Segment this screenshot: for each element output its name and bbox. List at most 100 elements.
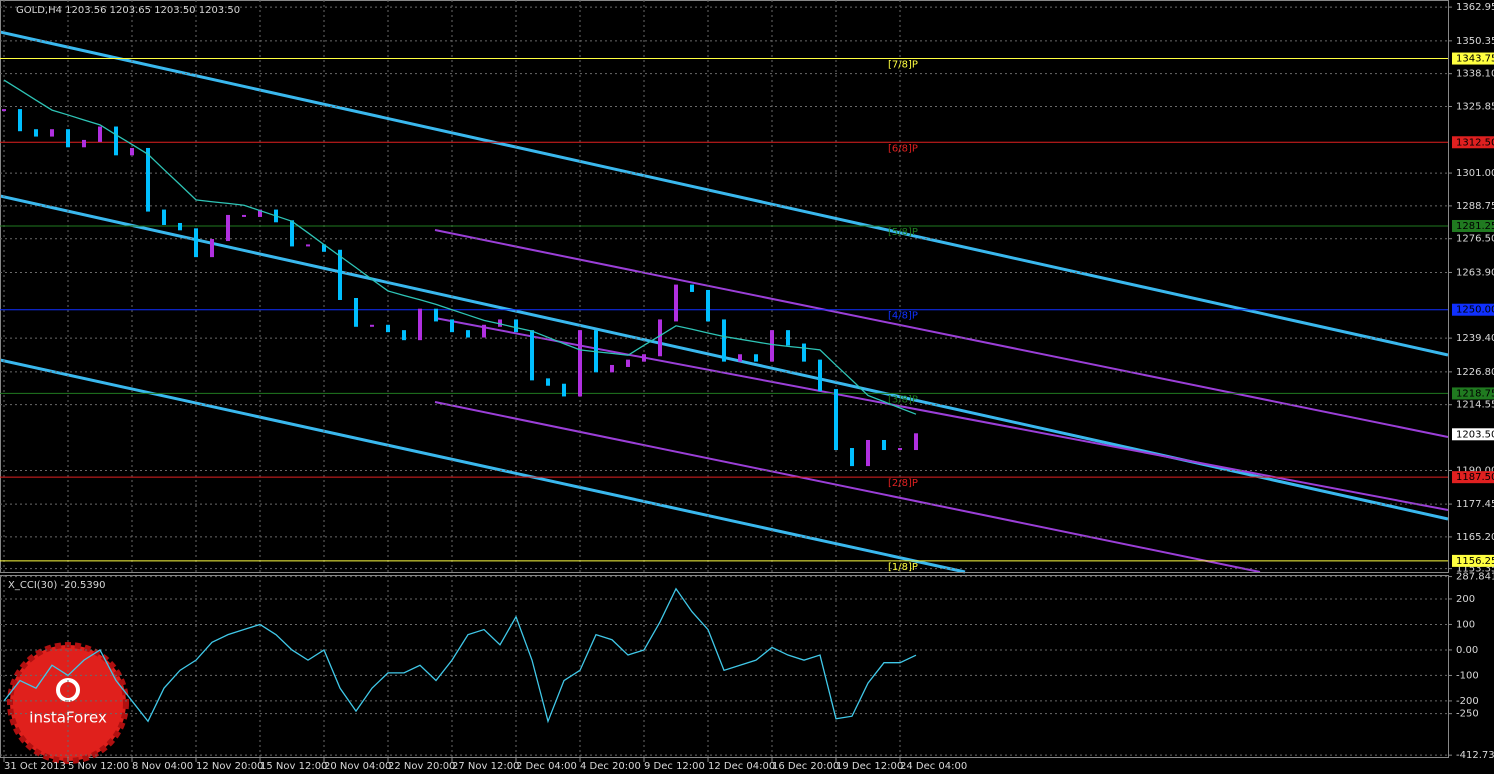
price-bar — [690, 284, 694, 292]
level-price: 1312.50 — [1456, 137, 1494, 148]
channel-line — [0, 358, 966, 574]
x-tick-label: 9 Dec 12:00 — [644, 761, 705, 772]
price-bar — [578, 330, 582, 397]
x-tick-label: 12 Dec 04:00 — [708, 761, 775, 772]
y-tick-label: -412.7374 — [1456, 750, 1494, 761]
level-price: 1281.25 — [1456, 221, 1494, 232]
x-tick-label: 8 Nov 04:00 — [132, 761, 193, 772]
price-bar — [114, 126, 118, 156]
price-bar — [434, 308, 438, 322]
price-bar — [482, 324, 486, 338]
price-bar — [162, 209, 166, 225]
series-line — [3, 587, 917, 724]
price-bar — [98, 126, 102, 142]
price-bar — [354, 297, 358, 327]
level-name: [2/8]P — [888, 478, 918, 489]
level-box — [1452, 387, 1494, 400]
y-tick-label: 1325.85 — [1456, 101, 1494, 112]
price-bar — [146, 147, 150, 212]
price-bar — [306, 244, 310, 247]
series-line — [3, 79, 917, 415]
y-tick-label: 287.8411 — [1456, 572, 1494, 583]
level-price: 1218.75 — [1456, 388, 1494, 399]
price-bar — [562, 383, 566, 397]
x-tick-label: 22 Nov 20:00 — [388, 761, 455, 772]
price-bar — [210, 239, 214, 258]
price-bar — [514, 319, 518, 333]
x-tick-label: 24 Dec 04:00 — [900, 761, 967, 772]
level-box — [1452, 219, 1494, 232]
price-bar — [898, 448, 902, 451]
x-tick-label: 15 Nov 12:00 — [260, 761, 327, 772]
x-tick-label: 27 Nov 12:00 — [452, 761, 519, 772]
price-bar — [658, 319, 662, 357]
price-bar — [722, 319, 726, 362]
price-bar — [802, 343, 806, 362]
cci-frame — [0, 575, 1449, 758]
price-bar — [338, 249, 342, 300]
x-tick-label: 2 Dec 04:00 — [516, 761, 577, 772]
price-bar — [194, 228, 198, 258]
price-bar — [498, 319, 502, 327]
y-tick-label: -250 — [1456, 709, 1479, 720]
price-bar — [466, 330, 470, 338]
logo-text: InstaForex — [29, 709, 107, 727]
main-frame — [0, 0, 1449, 573]
current-price-box — [1452, 428, 1494, 441]
price-bar — [738, 354, 742, 362]
x-tick-label: 31 Oct 2013 — [4, 761, 66, 772]
level-name: [5/8]P — [888, 227, 918, 238]
level-box — [1452, 136, 1494, 149]
level-box — [1452, 471, 1494, 484]
level-price: 1250.00 — [1456, 305, 1494, 316]
level-name: [6/8]P — [888, 143, 918, 154]
level-name: [1/8]P — [888, 562, 918, 573]
y-tick-label: 1263.90 — [1456, 267, 1494, 278]
price-bar — [914, 433, 918, 451]
y-tick-label: 1362.95 — [1456, 2, 1494, 13]
x-tick-label: 19 Dec 12:00 — [836, 761, 903, 772]
level-price: 1156.25 — [1456, 556, 1494, 567]
y-tick-label: 1153.35 — [1456, 564, 1494, 575]
price-bar — [530, 330, 534, 381]
y-tick-label: 1214.55 — [1456, 400, 1494, 411]
price-bar — [370, 324, 374, 327]
price-bar — [34, 129, 38, 137]
price-bar — [786, 330, 790, 346]
price-bar — [290, 220, 294, 247]
chart-title: GOLD,H4 1203.56 1203.65 1203.50 1203.50 — [16, 5, 240, 16]
price-bar — [850, 448, 854, 467]
channel-line — [434, 317, 1449, 511]
y-tick-label: 200 — [1456, 594, 1475, 605]
y-tick-label: 1165.20 — [1456, 532, 1494, 543]
price-bar — [706, 289, 710, 322]
y-tick-label: 1226.80 — [1456, 367, 1494, 378]
x-tick-label: 4 Dec 20:00 — [580, 761, 641, 772]
x-tick-label: 12 Nov 20:00 — [196, 761, 263, 772]
y-tick-label: 1177.45 — [1456, 499, 1494, 510]
price-bar — [610, 364, 614, 373]
price-bar — [18, 109, 22, 132]
x-tick-label: 20 Nov 04:00 — [324, 761, 391, 772]
price-bar — [386, 324, 390, 333]
logo: InstaForex — [7, 642, 129, 764]
price-bar — [322, 244, 326, 252]
price-bar — [770, 330, 774, 362]
price-bar — [834, 389, 838, 451]
price-bar — [450, 319, 454, 333]
level-name: [7/8]P — [888, 60, 918, 71]
y-tick-label: -100 — [1456, 670, 1479, 681]
price-bar — [754, 354, 758, 362]
price-bar — [546, 378, 550, 386]
channel-line — [0, 30, 1449, 357]
y-tick-label: 1338.10 — [1456, 69, 1494, 80]
logo-badge — [7, 642, 129, 764]
price-bar — [66, 129, 70, 148]
price-bar — [82, 139, 86, 148]
price-bar — [402, 330, 406, 341]
y-tick-label: 1276.50 — [1456, 234, 1494, 245]
x-tick-label: 5 Nov 12:00 — [68, 761, 129, 772]
current-price-label: 1203.50 — [1456, 429, 1494, 440]
